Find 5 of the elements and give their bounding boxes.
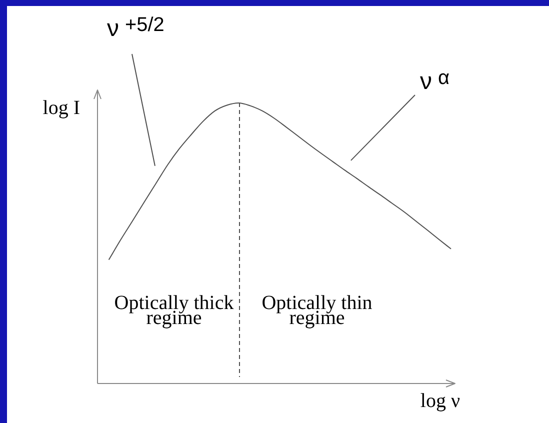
text: ν+5/2 <box>107 14 164 42</box>
annotation: Optically thin regime <box>262 292 372 329</box>
y-axis-title: log I <box>42 97 80 119</box>
annotation: Optically thick regime <box>114 292 234 329</box>
x-axis-title: log ν <box>420 390 460 412</box>
